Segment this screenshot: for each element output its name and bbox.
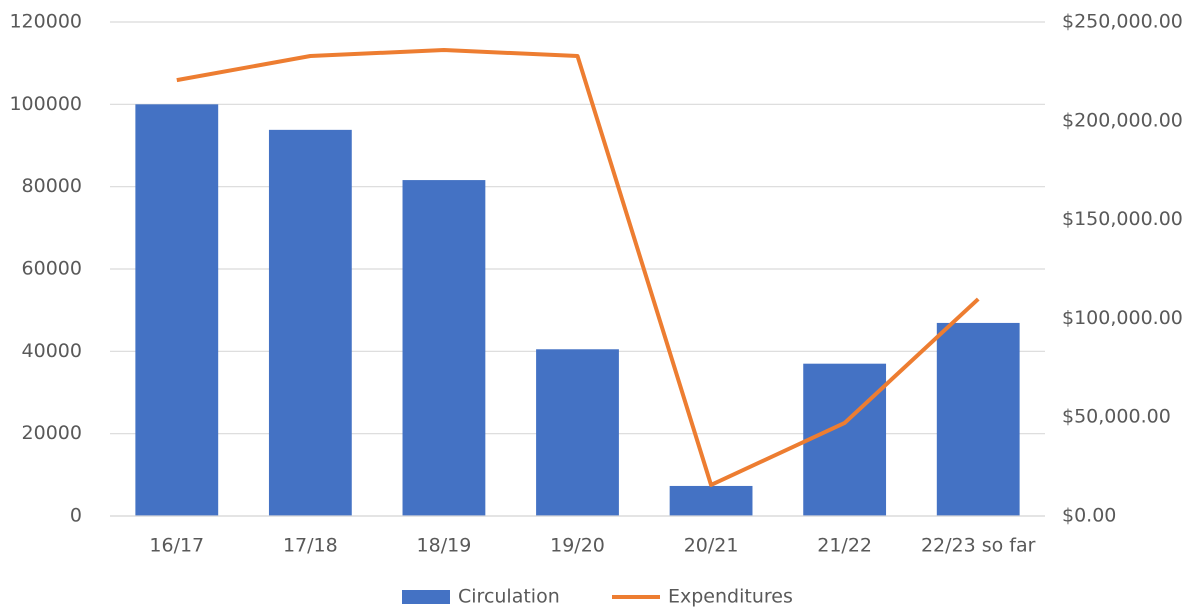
y-tick-label: 0 [70, 505, 82, 527]
legend-label: Circulation [458, 586, 560, 608]
legend-swatch [402, 590, 450, 604]
x-tick-label: 21/22 [817, 535, 872, 557]
bar [402, 180, 486, 516]
x-tick-label: 18/19 [417, 535, 472, 557]
x-tick-label: 19/20 [550, 535, 605, 557]
x-tick-label: 22/23 so far [921, 535, 1036, 557]
y2-tick-label: $50,000.00 [1062, 406, 1171, 428]
line [176, 48, 980, 487]
x-tick-label: 20/21 [684, 535, 739, 557]
bar [936, 322, 1020, 516]
x-tick-label: 16/17 [149, 535, 204, 557]
y2-tick-label: $100,000.00 [1062, 307, 1183, 329]
legend-label: Expenditures [668, 586, 793, 608]
y-tick-label: 40000 [22, 340, 82, 362]
y-tick-label: 80000 [22, 175, 82, 197]
x-tick-label: 17/18 [283, 535, 338, 557]
y-tick-label: 20000 [22, 422, 82, 444]
y2-tick-label: $250,000.00 [1062, 11, 1183, 33]
bar [268, 129, 352, 516]
y-tick-label: 100000 [9, 93, 82, 115]
y2-tick-label: $150,000.00 [1062, 208, 1183, 230]
bar [669, 485, 753, 516]
bar [135, 104, 219, 516]
bar [536, 349, 619, 516]
y2-tick-label: $200,000.00 [1062, 109, 1183, 131]
y-tick-label: 120000 [9, 11, 82, 33]
y2-tick-label: $0.00 [1062, 505, 1116, 527]
y-tick-label: 60000 [22, 258, 82, 280]
bar [803, 363, 887, 516]
